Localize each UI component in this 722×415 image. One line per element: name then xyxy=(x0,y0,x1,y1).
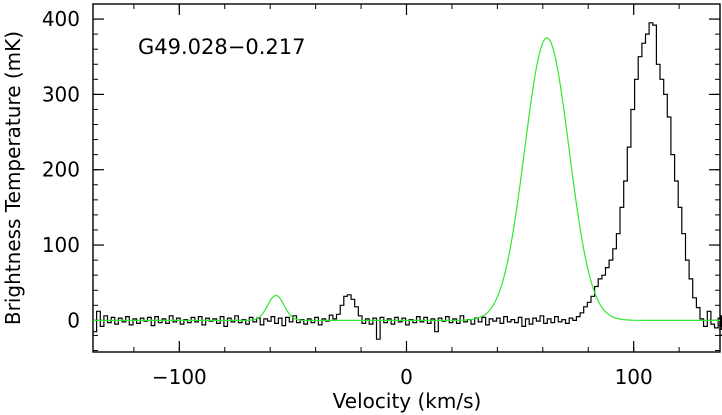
x-tick-label: 0 xyxy=(400,365,413,389)
axis-ticks xyxy=(93,3,720,352)
y-tick-label: 400 xyxy=(42,7,80,31)
series-layer xyxy=(93,22,722,340)
gaussian-fit-line xyxy=(93,37,720,321)
x-tick-label: 100 xyxy=(615,365,653,389)
axis-tick-labels: −100 0 100 0 100 200 300 400 xyxy=(42,7,653,389)
y-tick-label: 300 xyxy=(42,82,80,106)
x-tick-label: −100 xyxy=(152,365,207,389)
y-tick-label: 100 xyxy=(42,233,80,257)
x-axis-title: Velocity (km/s) xyxy=(333,389,482,413)
source-annotation: G49.028−0.217 xyxy=(138,35,305,59)
y-axis-title: Brightness Temperature (mK) xyxy=(1,31,25,325)
y-tick-label: 0 xyxy=(67,308,80,332)
observed-spectrum-line xyxy=(93,22,722,340)
y-tick-label: 200 xyxy=(42,158,80,182)
